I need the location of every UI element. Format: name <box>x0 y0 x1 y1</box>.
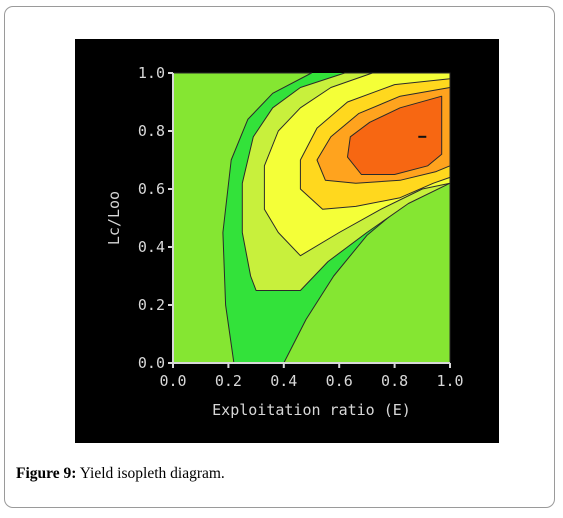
x-tick-label: 0.4 <box>270 372 297 390</box>
isopleth-chart: 0.0 0.2 0.4 0.6 0.8 1.0 0.0 0.2 0.4 0.6 0.8 1.0 Exp… <box>105 64 464 419</box>
y-tick-label: 0.6 <box>138 180 165 198</box>
contour-band-10 <box>347 95 443 175</box>
figure-caption: Figure 9: Yield isopleth diagram. <box>16 465 225 483</box>
x-tick-label: 0.6 <box>326 372 353 390</box>
chart-panel: 0.0 0.2 0.4 0.6 0.8 1.0 0.0 0.2 0.4 0.6 0.8 1.0 Exp… <box>75 39 499 443</box>
y-tick-label: 1.0 <box>138 64 165 82</box>
y-tick-label: 0.0 <box>138 354 165 372</box>
y-tick-label: 0.4 <box>138 238 165 256</box>
x-tick-label: 1.0 <box>436 372 463 390</box>
caption-label: Figure 9: <box>16 465 77 482</box>
y-axis-label: Lc/Loo <box>105 191 123 245</box>
x-tick-label: 0.2 <box>215 372 242 390</box>
x-tick-label: 0.0 <box>159 372 186 390</box>
y-tick-label: 0.2 <box>138 296 165 314</box>
caption-text: Yield isopleth diagram. <box>76 465 225 482</box>
x-axis-label: Exploitation ratio (E) <box>212 401 411 419</box>
figure-frame: 0.0 0.2 0.4 0.6 0.8 1.0 0.0 0.2 0.4 0.6 0.8 1.0 Exp… <box>4 6 555 508</box>
contour-bands <box>172 72 451 364</box>
y-tick-label: 0.8 <box>138 122 165 140</box>
x-tick-label: 0.8 <box>381 372 408 390</box>
axes: 0.0 0.2 0.4 0.6 0.8 1.0 0.0 0.2 0.4 0.6 0.8 1.0 <box>138 64 464 390</box>
